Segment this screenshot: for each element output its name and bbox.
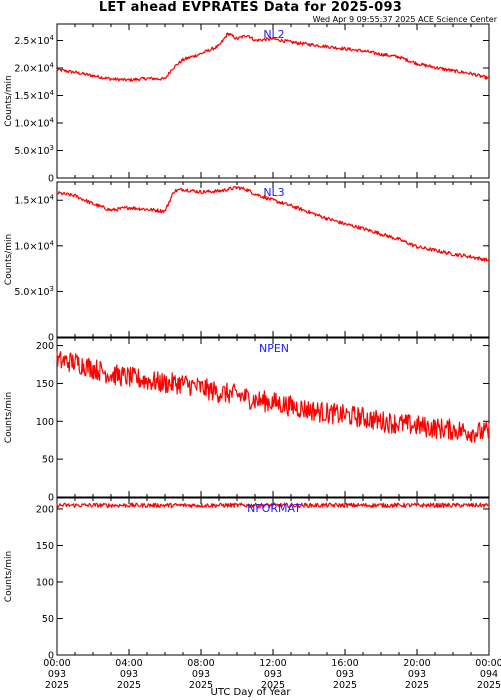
x-tick-label: 093 xyxy=(48,669,66,680)
y-tick-exponent: 4 xyxy=(50,62,55,70)
y-tick-label: 150 xyxy=(36,541,54,552)
x-tick-label: 12:00 xyxy=(259,658,286,669)
x-tick-label: 00:00 xyxy=(475,658,501,669)
panel-nl2: 0 5.0×103 1.0×104 1.5×104 2.0×104 2.5×104 Coun… xyxy=(4,23,490,185)
y-tick-label: 0 xyxy=(48,493,54,504)
x-tick-label: 093 xyxy=(336,669,354,680)
x-tick-label: 08:00 xyxy=(187,658,214,669)
x-tick-label: 093 xyxy=(120,669,138,680)
y-axis-label: Counts/min xyxy=(4,392,14,443)
panel-npen: 0 50 100 150 200 Counts/min NPEN xyxy=(4,337,490,504)
y-tick-label: 2.5×104 xyxy=(14,34,54,47)
x-tick-label: 2025 xyxy=(45,680,69,691)
x-tick-label: 00:00 xyxy=(43,658,70,669)
panel-nformat: 0 50 100 150 200 Counts/min NFORMAT xyxy=(4,497,490,662)
x-tick-label: 2025 xyxy=(261,680,285,691)
y-tick-exponent: 4 xyxy=(50,194,55,202)
series-label: NL3 xyxy=(263,186,284,199)
y-tick-exponent: 4 xyxy=(50,89,55,97)
y-tick-label: 0 xyxy=(48,174,54,185)
x-tick-label: 16:00 xyxy=(331,658,358,669)
panel-nl3: 0 5.0×103 1.0×104 1.5×104 Counts/min NL3 xyxy=(4,181,490,344)
y-tick-label: 150 xyxy=(36,379,54,390)
x-tick-label: 04:00 xyxy=(115,658,142,669)
y-tick-label: 50 xyxy=(42,614,54,625)
x-tick-label: 093 xyxy=(408,669,426,680)
x-tick-label: 2025 xyxy=(477,680,501,691)
y-tick-label: 5.0×103 xyxy=(14,144,54,157)
plot-frame xyxy=(56,181,490,338)
y-tick-label: 100 xyxy=(36,417,54,428)
series-line-nl3 xyxy=(56,185,490,263)
y-tick-label: 5.0×103 xyxy=(14,285,54,298)
x-tick-label: 093 xyxy=(192,669,210,680)
plot-frame xyxy=(56,337,490,498)
series-line-nformat xyxy=(56,502,490,509)
y-tick-label: 100 xyxy=(36,577,54,588)
plot-frame xyxy=(56,23,490,179)
series-label: NL2 xyxy=(263,28,284,41)
plot-frame xyxy=(56,497,490,656)
y-tick-label: 0 xyxy=(48,651,54,662)
y-tick-exponent: 3 xyxy=(50,144,54,152)
y-tick-exponent: 4 xyxy=(50,117,55,125)
y-tick-label: 200 xyxy=(36,504,54,515)
y-axis-label: Counts/min xyxy=(4,551,14,602)
chart-title: LET ahead EVPRATES Data for 2025-093 xyxy=(98,0,403,15)
y-tick-label: 0 xyxy=(48,333,54,344)
y-tick-label: 2.0×104 xyxy=(14,62,54,75)
series-line-nl2 xyxy=(56,32,490,82)
y-tick-label: 1.0×104 xyxy=(14,239,54,252)
x-tick-label: 2025 xyxy=(405,680,429,691)
y-tick-label: 200 xyxy=(36,341,54,352)
y-tick-label: 50 xyxy=(42,455,54,466)
y-tick-label: 1.5×104 xyxy=(14,194,54,207)
x-tick-label: 093 xyxy=(264,669,282,680)
x-tick-label: 20:00 xyxy=(403,658,430,669)
timestamp: Wed Apr 9 09:55:37 2025 ACE Science Cent… xyxy=(312,15,497,24)
y-tick-exponent: 4 xyxy=(50,34,55,42)
x-tick-label: 2025 xyxy=(333,680,357,691)
y-axis-label: Counts/min xyxy=(4,234,14,285)
x-tick-label: 2025 xyxy=(117,680,141,691)
y-tick-exponent: 3 xyxy=(50,285,54,293)
y-tick-label: 1.5×104 xyxy=(14,89,54,102)
series-label: NPEN xyxy=(259,342,289,355)
x-tick-label: 2025 xyxy=(189,680,213,691)
y-tick-label: 1.0×104 xyxy=(14,117,54,130)
x-axis-label: UTC Day of Year xyxy=(210,687,291,698)
y-tick-exponent: 4 xyxy=(50,239,55,247)
x-tick-label: 094 xyxy=(480,669,498,680)
series-line-npen xyxy=(56,351,490,443)
series-label: NFORMAT xyxy=(247,502,301,515)
y-axis-label: Counts/min xyxy=(4,75,14,126)
